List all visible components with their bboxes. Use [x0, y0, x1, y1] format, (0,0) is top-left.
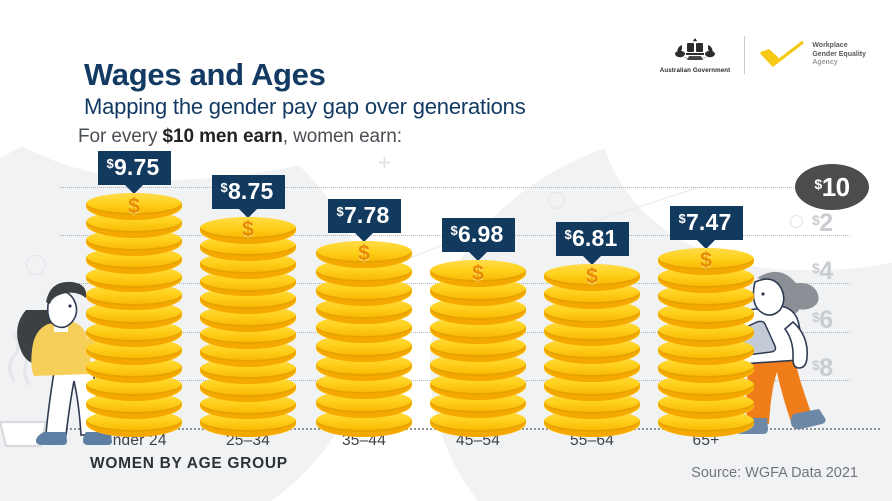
page-subtitle: Mapping the gender pay gap over generati…	[84, 94, 526, 119]
decorative-circle-icon	[790, 215, 803, 228]
coin-top: $	[658, 247, 754, 275]
wgea-logo-text: Workplace Gender Equality Agency	[812, 42, 866, 68]
tick-value: 6	[819, 305, 833, 334]
coin-stack: $	[544, 263, 640, 437]
coin-stack: $	[316, 240, 412, 437]
wgea-logo-line1: Workplace	[812, 42, 848, 50]
dollar-sign-icon: $	[586, 265, 598, 289]
checkmark-icon	[760, 40, 805, 68]
logo-group: Australian Government Workplace Gender E…	[660, 32, 866, 78]
y-axis-tick-label: $6	[812, 306, 833, 335]
x-axis-title: WOMEN BY AGE GROUP	[90, 455, 288, 472]
wgea-logo-line2: Gender Equality	[812, 50, 866, 58]
coin-top: $	[200, 217, 296, 244]
wgea-logo: Workplace Gender Equality Agency	[759, 40, 866, 70]
tick-value: 8	[819, 353, 833, 382]
value-amount: 8.75	[227, 178, 274, 205]
gridline	[60, 187, 850, 188]
currency-symbol: $	[812, 356, 820, 373]
value-label: $7.78	[327, 198, 401, 233]
y-axis-tick-label: $8	[812, 354, 833, 383]
y-axis-tick-label: $2	[812, 209, 833, 238]
dollar-sign-icon: $	[242, 218, 254, 242]
gov-logo-caption: Australian Government	[659, 66, 731, 74]
value-amount: 9.75	[113, 154, 160, 181]
value-amount: 6.81	[571, 224, 618, 251]
dollar-sign-icon: $	[472, 261, 484, 285]
dollar-sign-icon: $	[358, 242, 370, 266]
value-label: $9.75	[97, 151, 171, 186]
currency-symbol: $	[336, 203, 344, 219]
australian-government-logo: Australian Government	[660, 37, 731, 74]
currency-symbol: $	[106, 156, 114, 172]
tick-value: 2	[819, 209, 833, 238]
value-amount: 6.98	[457, 220, 504, 247]
currency-symbol: $	[812, 212, 820, 229]
currency-symbol: $	[220, 180, 228, 196]
badge-value: 10	[821, 171, 850, 202]
currency-symbol: $	[812, 308, 820, 325]
tick-value: 4	[819, 257, 833, 286]
decorative-plus-icon: +	[378, 150, 391, 175]
value-label: $7.47	[669, 205, 743, 240]
coin-face	[658, 247, 754, 271]
y-axis-max-badge: $10	[795, 164, 869, 210]
y-axis-tick-label: $4	[812, 257, 833, 286]
currency-symbol: $	[450, 222, 458, 238]
currency-symbol: $	[564, 226, 572, 242]
lede-prefix: For every	[78, 126, 163, 147]
source-caption: Source: WGFA Data 2021	[691, 465, 858, 481]
coin-face	[544, 263, 640, 287]
currency-symbol: $	[812, 260, 820, 277]
wgea-logo-line3: Agency	[812, 59, 838, 67]
lede-text: For every $10 men earn, women earn:	[78, 126, 402, 148]
coin-stack: $	[86, 193, 182, 437]
value-amount: 7.47	[685, 208, 732, 235]
value-label: $8.75	[211, 175, 285, 210]
coin-face	[430, 259, 526, 283]
coin-stack: $	[200, 217, 296, 437]
coin-face	[316, 240, 412, 264]
decorative-circle-icon	[548, 192, 565, 209]
coin-top: $	[430, 259, 526, 288]
dollar-sign-icon: $	[128, 194, 140, 218]
decorative-circle-icon	[26, 255, 46, 275]
coin-stack: $	[430, 259, 526, 437]
lede-emphasis: $10 men earn	[162, 126, 283, 147]
coat-of-arms-icon	[675, 37, 716, 60]
value-label: $6.81	[555, 221, 629, 256]
value-amount: 7.78	[343, 201, 390, 228]
logo-divider	[744, 36, 746, 74]
currency-symbol: $	[814, 175, 822, 192]
currency-symbol: $	[678, 210, 686, 226]
coin-stack: $	[658, 247, 754, 437]
page-title: Wages and Ages	[84, 57, 326, 92]
coin-top: $	[86, 193, 182, 221]
coin-face	[200, 217, 296, 239]
coin-top: $	[316, 240, 412, 269]
coin	[86, 301, 182, 329]
coin-face	[86, 193, 182, 216]
coin-top: $	[544, 263, 640, 292]
value-label: $6.98	[441, 217, 515, 252]
dollar-sign-icon: $	[700, 249, 712, 273]
lede-suffix: , women earn:	[282, 126, 402, 147]
